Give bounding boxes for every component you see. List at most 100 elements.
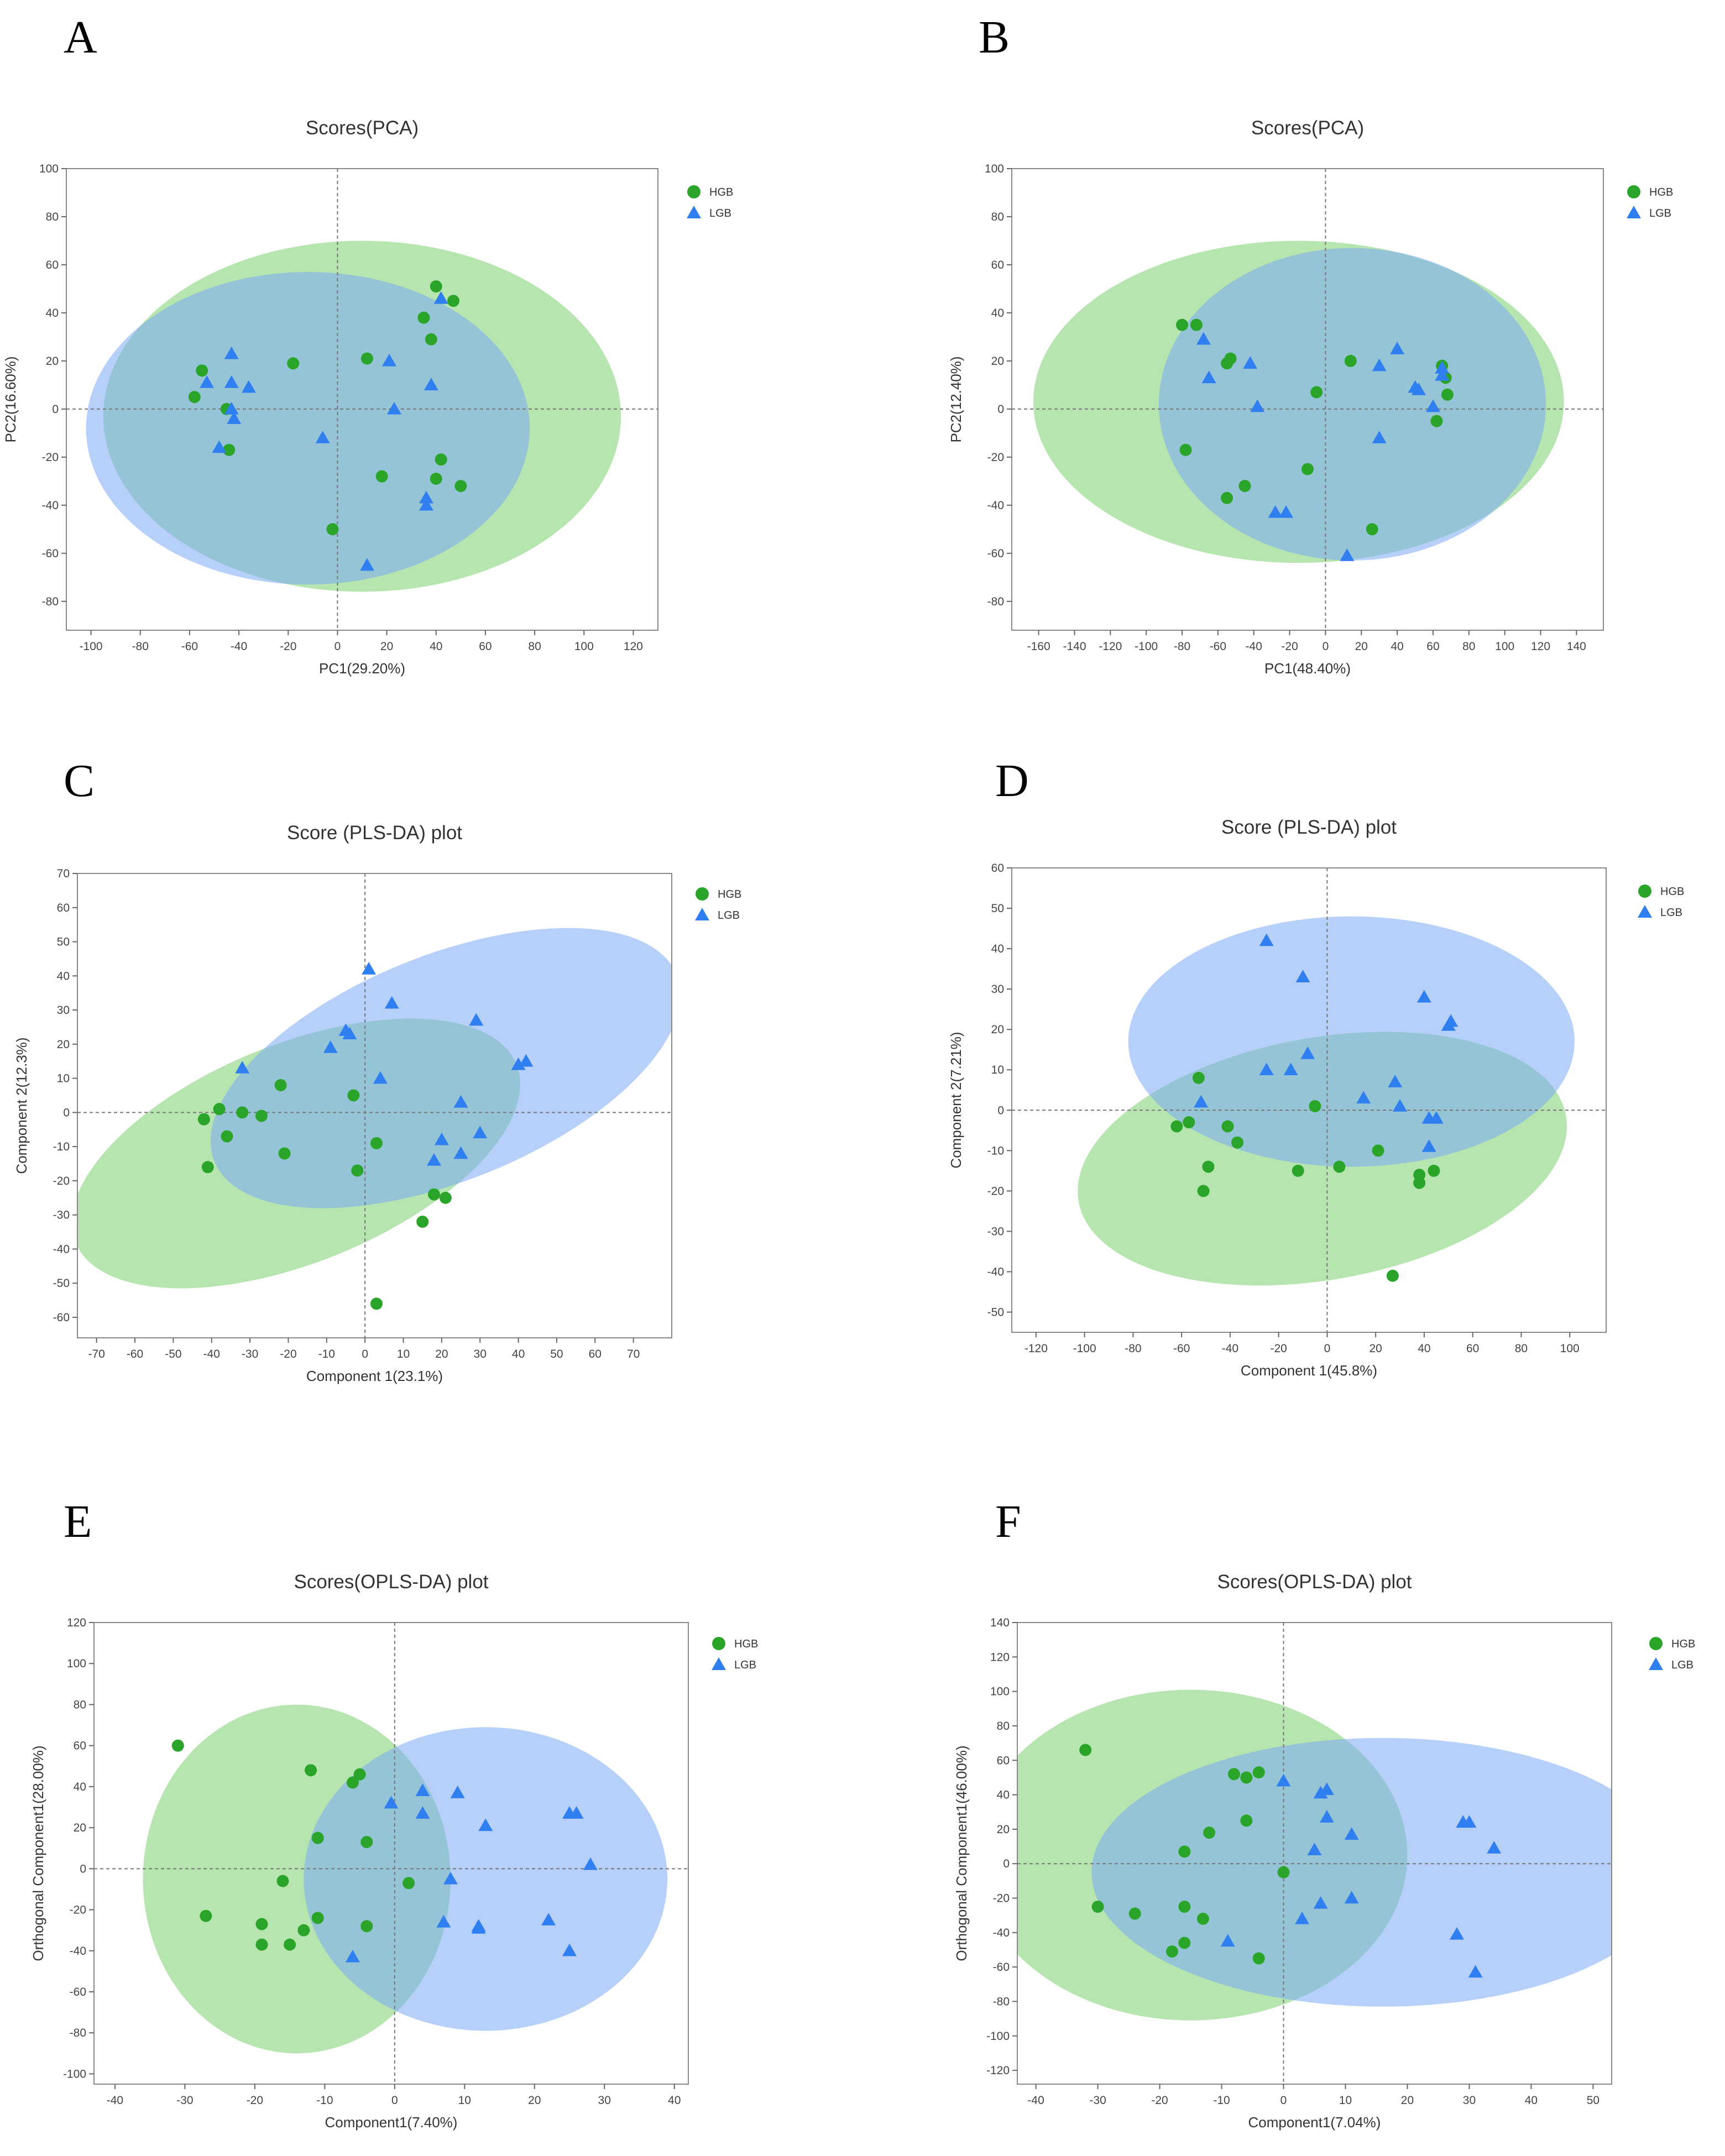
x-tick-label: -60: [1173, 1342, 1190, 1355]
panel-c: C Score (PLS-DA) plot -70 -60 -50 -40 -30 -20 -1…: [13, 755, 741, 1384]
point-lgb: [1372, 358, 1387, 371]
point-hgb: [1333, 1160, 1346, 1173]
confidence-ellipses: [1033, 240, 1564, 563]
point-lgb: [415, 1806, 430, 1819]
panel-letter: B: [979, 12, 1010, 63]
y-tick-label: 100: [67, 1657, 86, 1670]
x-tick-label: -120: [1099, 640, 1122, 653]
legend-hgb-label: HGB: [1649, 186, 1673, 198]
point-lgb: [471, 1920, 486, 1934]
y-tick-label: -100: [986, 2030, 1010, 2043]
point-hgb: [1441, 388, 1454, 401]
chart-title: Score (PLS-DA) plot: [287, 822, 462, 844]
point-lgb: [315, 431, 330, 443]
x-tick-label: -40: [1222, 1342, 1238, 1355]
y-tick-label: 0: [52, 403, 59, 416]
x-tick-label: 0: [1324, 1342, 1331, 1355]
x-tick-label: 100: [1495, 640, 1514, 653]
point-hgb: [1238, 480, 1251, 493]
confidence-ellipses: [77, 928, 672, 1289]
plot-frame: [1011, 168, 1604, 631]
x-tick-label: -10: [318, 1348, 335, 1360]
point-hgb: [1197, 1185, 1210, 1197]
legend-hgb-label: HGB: [1671, 1638, 1695, 1650]
y-tick-label: -40: [53, 1243, 70, 1255]
y-tick-label: -60: [70, 1986, 86, 1998]
x-tick-label: 30: [474, 1348, 487, 1360]
legend-lgb-marker: [1638, 905, 1652, 918]
point-lgb: [1344, 1827, 1359, 1840]
point-lgb: [1487, 1841, 1502, 1854]
y-tick-label: 40: [46, 307, 59, 320]
point-hgb: [287, 357, 300, 370]
y-tick-label: -30: [987, 1225, 1004, 1238]
point-hgb: [1386, 1269, 1399, 1282]
point-hgb: [255, 1110, 268, 1122]
point-hgb: [370, 1137, 383, 1149]
x-tick-label: 60: [1426, 640, 1439, 653]
plot-frame: [66, 168, 658, 631]
x-tick-label: -30: [1089, 2094, 1106, 2107]
point-lgb: [224, 346, 239, 359]
point-lgb: [384, 1796, 399, 1809]
point-lgb: [511, 1057, 526, 1070]
legend-hgb-marker: [1627, 185, 1640, 198]
legend-lgb-marker: [695, 908, 709, 920]
y-tick-label: 80: [991, 211, 1004, 223]
point-hgb: [1310, 386, 1323, 399]
point-hgb: [360, 1836, 373, 1849]
point-lgb: [1444, 1014, 1459, 1027]
point-lgb: [362, 961, 377, 975]
point-lgb: [478, 1818, 493, 1831]
x-tick-label: 40: [430, 640, 442, 653]
legend-hgb-marker: [712, 1637, 725, 1650]
ellipse-lgb: [1158, 248, 1546, 561]
point-hgb: [375, 470, 388, 483]
y-tick-label: -80: [42, 595, 59, 608]
chart-title: Scores(PCA): [1251, 117, 1364, 139]
point-lgb: [386, 401, 401, 415]
point-hgb: [1178, 1845, 1191, 1858]
y-axis-label: Orthogonal Component1(46.00%): [953, 1745, 970, 1961]
point-lgb: [345, 1949, 360, 1963]
x-axis-label: Component1(7.04%): [1248, 2114, 1381, 2131]
point-lgb: [1194, 1095, 1209, 1108]
point-lgb: [1340, 548, 1355, 561]
y-tick-label: 80: [46, 211, 59, 223]
legend-lgb-label: LGB: [734, 1659, 756, 1671]
point-lgb: [1344, 1891, 1359, 1904]
x-tick-label: -100: [1135, 640, 1158, 653]
y-tick-label: 100: [990, 1686, 1010, 1698]
x-tick-label: 60: [479, 640, 492, 653]
y-tick-label: -80: [987, 595, 1004, 608]
point-hgb: [1190, 318, 1203, 331]
point-hgb: [1221, 491, 1233, 504]
x-tick-label: 0: [362, 1348, 368, 1360]
legend-hgb-marker: [1649, 1637, 1663, 1650]
point-hgb: [1240, 1771, 1253, 1784]
point-lgb: [453, 1146, 468, 1159]
point-lgb: [453, 1095, 468, 1108]
x-tick-label: 20: [1369, 1342, 1382, 1355]
point-hgb: [223, 443, 236, 456]
point-lgb: [1421, 1139, 1436, 1152]
point-hgb: [1301, 463, 1314, 475]
legend: HGB LGB: [1627, 185, 1673, 219]
point-lgb: [1279, 505, 1294, 518]
plot-frame: [1017, 1622, 1612, 2085]
y-tick-label: 30: [57, 1004, 70, 1017]
point-hgb: [276, 1875, 289, 1887]
point-hgb: [1179, 443, 1192, 456]
point-lgb: [1295, 1911, 1310, 1924]
x-tick-label: -20: [280, 640, 296, 653]
y-tick-label: -30: [53, 1209, 70, 1222]
point-hgb: [1372, 1144, 1384, 1157]
x-tick-label: -40: [107, 2094, 123, 2107]
point-lgb: [1416, 990, 1431, 1003]
x-tick-label: -10: [316, 2094, 333, 2107]
x-axis-label: PC1(48.40%): [1264, 660, 1351, 677]
x-tick-label: 0: [334, 640, 341, 653]
y-tick-label: -20: [42, 451, 59, 464]
